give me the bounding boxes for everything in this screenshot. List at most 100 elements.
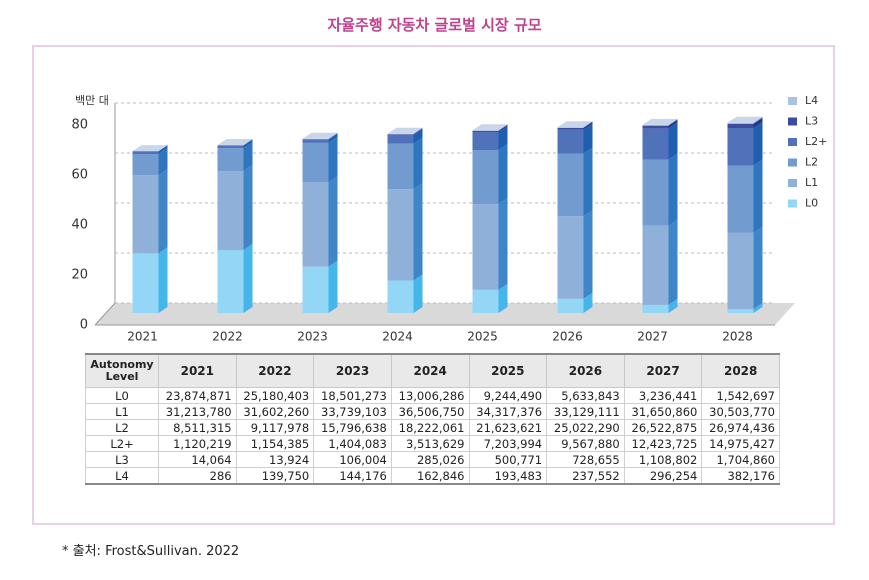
bar: [472, 130, 499, 133]
table-cell: 13,924: [235, 451, 315, 468]
bar-side: [498, 124, 508, 131]
bar: [472, 132, 499, 151]
table-cell: 31,213,780: [158, 403, 237, 420]
chart: 백만 대 0 20 40 60 80 2021 2022 2023 2024 2025 2026 20…: [71, 94, 827, 344]
y-tick-label: 0: [80, 318, 88, 333]
table-cell: 1,704,860: [701, 451, 780, 468]
bar-side: [243, 165, 253, 251]
table-cell: 18,501,273: [313, 387, 392, 404]
table-year: 2024: [390, 353, 470, 388]
table-cell: 7,203,994: [468, 435, 548, 452]
bar-side: [328, 132, 338, 140]
bar: [727, 309, 754, 313]
table-cell: 26,522,875: [623, 419, 703, 436]
bar: [557, 127, 584, 128]
table-year: 2025: [468, 353, 548, 388]
bar: [472, 204, 499, 290]
table-level: L2: [85, 419, 159, 436]
bar-side: [328, 133, 338, 140]
table-cell: 3,236,441: [623, 387, 703, 404]
bar: [727, 122, 754, 124]
bar-side: [753, 159, 763, 233]
table-cell: 18,222,061: [390, 419, 470, 436]
data-table: Autonomy Level 2021 2022 2023 2024 2025 2026 2…: [85, 353, 780, 485]
x-tick-label: 2021: [127, 330, 158, 344]
bar-top: [302, 132, 338, 139]
bar: [557, 129, 584, 154]
table-level: L1: [85, 403, 159, 420]
table-cell: 296,254: [623, 467, 703, 485]
x-tick-label: 2024: [382, 330, 413, 344]
bar-side: [413, 183, 423, 281]
table-row: L2+ 1,120,219 1,154,385 1,404,083 3,513,629 7…: [85, 435, 780, 452]
table-cell: 13,006,286: [390, 387, 470, 404]
table-cell: 9,567,880: [546, 435, 625, 452]
bar: [727, 123, 754, 129]
floor: [95, 303, 795, 325]
table-cell: 14,975,427: [701, 435, 780, 452]
table-level: L2+: [85, 435, 159, 452]
bar-side: [243, 139, 253, 146]
bar-side: [498, 198, 508, 290]
legend-swatch: [788, 179, 797, 187]
table-year: 2023: [313, 353, 392, 388]
bar-side: [243, 244, 253, 313]
bar: [642, 159, 669, 226]
table-level: L0: [85, 387, 159, 404]
bar-side: [328, 133, 338, 143]
x-tick-label: 2022: [212, 330, 243, 344]
table-year: 2028: [701, 353, 780, 388]
bar: [472, 289, 499, 313]
bar: [557, 216, 584, 299]
bar-side: [753, 122, 763, 166]
bar-side: [413, 127, 423, 135]
table-cell: 23,874,871: [158, 387, 237, 404]
bar-side: [668, 298, 678, 313]
table-level: L4: [85, 467, 159, 485]
bar-top: [642, 118, 678, 125]
bar: [387, 143, 414, 190]
table-cell: 193,483: [468, 467, 548, 485]
bar-side: [583, 292, 593, 313]
bar-side: [498, 144, 508, 205]
bar-side: [243, 138, 253, 146]
bar: [132, 151, 159, 155]
table-row: L0 23,874,871 25,180,403 18,501,273 13,006,2…: [85, 387, 780, 404]
legend-swatch: [788, 199, 797, 208]
y-tick-label: 80: [71, 118, 88, 133]
table-year: 2021: [158, 353, 237, 388]
bar-side: [753, 116, 763, 124]
bar-side: [753, 117, 763, 129]
bar: [387, 134, 414, 135]
bar-side: [328, 136, 338, 183]
table-cell: 5,633,843: [546, 387, 625, 404]
table-cell: 25,180,403: [235, 387, 315, 404]
table-cell: 8,511,315: [158, 419, 237, 436]
bar: [217, 145, 244, 149]
bar: [387, 189, 414, 281]
table-cell: 1,542,697: [701, 387, 780, 404]
bar-side: [328, 176, 338, 267]
table-cell: 1,154,385: [235, 435, 315, 452]
bar-side: [413, 128, 423, 144]
legend-swatch: [788, 117, 797, 126]
table-cell: 285,026: [390, 451, 470, 468]
bar: [387, 134, 414, 144]
table-cell: 31,602,260: [235, 403, 315, 420]
table-body: L0 23,874,871 25,180,403 18,501,273 13,006,2…: [85, 387, 780, 485]
bar-side: [158, 247, 168, 313]
bar-side: [413, 137, 423, 190]
bar-side: [583, 210, 593, 299]
table-cell: 15,796,638: [313, 419, 392, 436]
table-cell: 139,750: [235, 467, 315, 485]
bar: [727, 165, 754, 233]
legend-label: L0: [805, 197, 818, 210]
table-row: L2 8,511,315 9,117,978 15,796,638 18,222,061…: [85, 419, 780, 436]
bar: [642, 225, 669, 305]
x-tick-label: 2023: [297, 330, 328, 344]
bar: [217, 250, 244, 313]
bar: [302, 182, 329, 267]
bar: [642, 304, 669, 313]
bar-side: [158, 145, 168, 155]
